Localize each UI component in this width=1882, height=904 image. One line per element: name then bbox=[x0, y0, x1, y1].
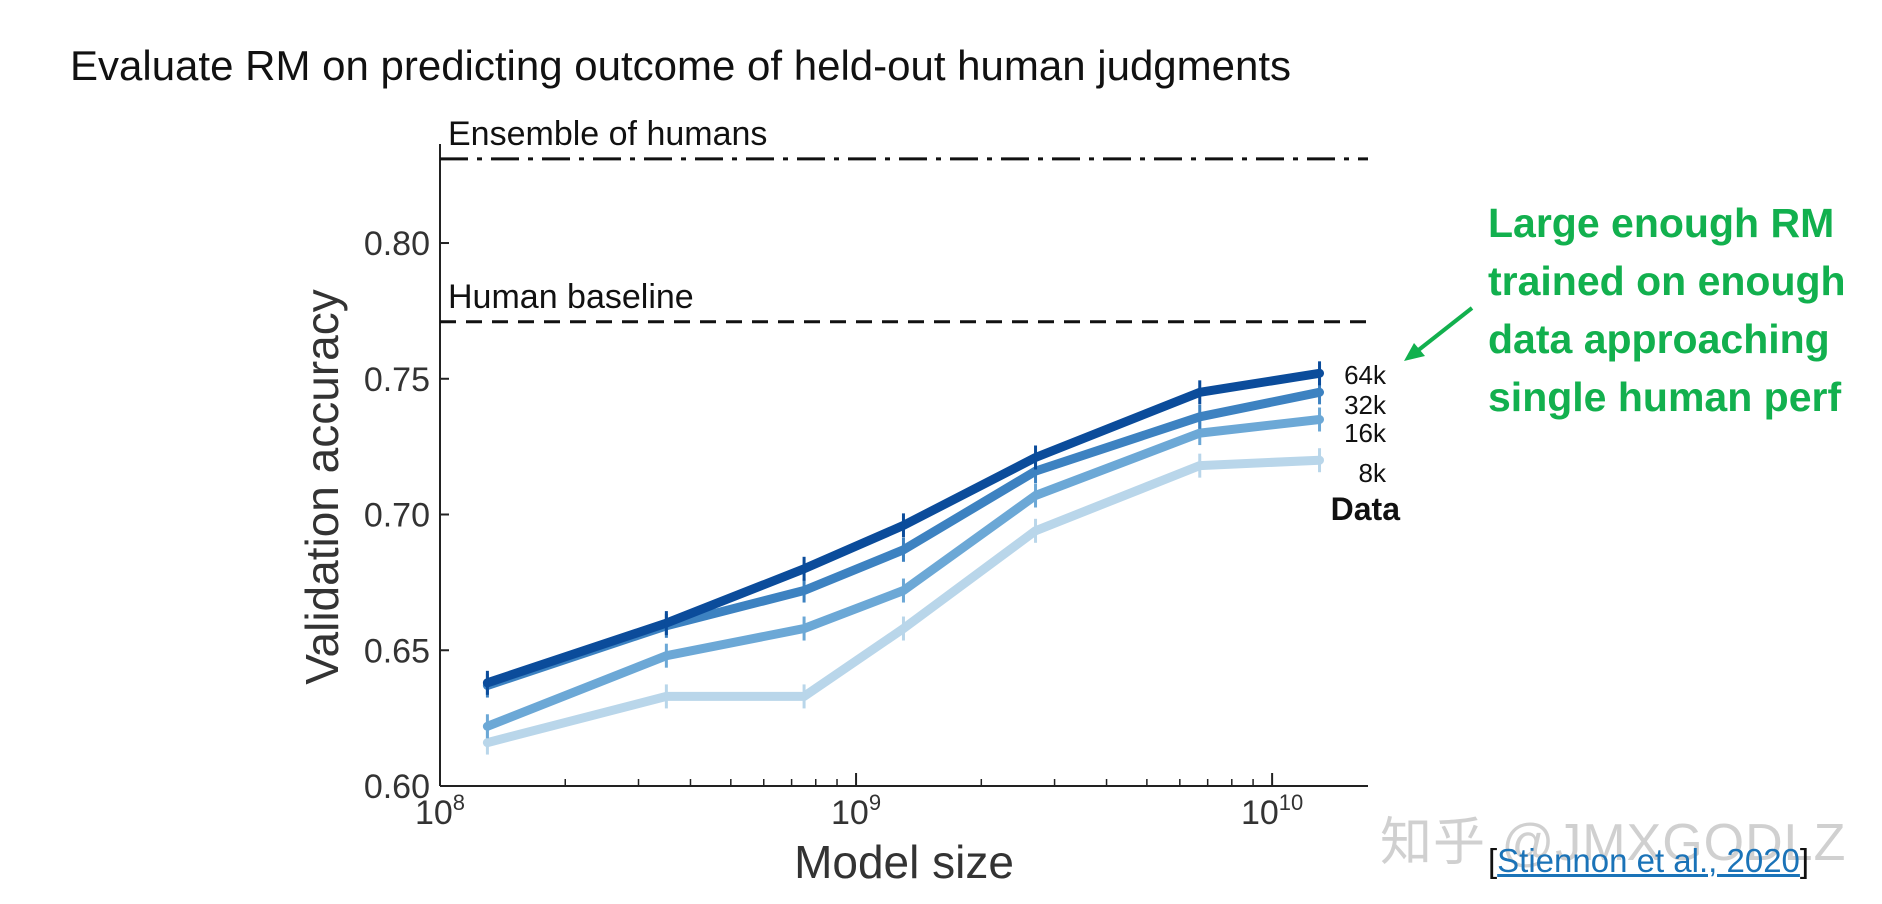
annotation-arrowhead bbox=[1404, 343, 1425, 361]
annotation-arrow bbox=[1414, 306, 1474, 354]
y-tick-label: 0.65 bbox=[364, 632, 430, 670]
note-line: trained on enough bbox=[1488, 258, 1846, 304]
y-tick-label: 0.60 bbox=[364, 768, 430, 806]
y-tick-label: 0.75 bbox=[364, 361, 430, 399]
y-tick-label: 0.80 bbox=[364, 225, 430, 263]
x-tick-label: 109 bbox=[831, 790, 881, 832]
note-line: data approaching bbox=[1488, 316, 1830, 362]
series-label: 8k bbox=[1359, 458, 1387, 488]
watermark: 知乎 @JMXGODLZ bbox=[1380, 814, 1847, 872]
reference-line-label: Ensemble of humans bbox=[448, 115, 767, 153]
x-tick-label: 1010 bbox=[1241, 790, 1303, 832]
note-line: Large enough RM bbox=[1488, 200, 1835, 246]
y-axis-label: Validation accuracy bbox=[296, 289, 348, 684]
annotation-note: Large enough RM trained on enough data a… bbox=[1488, 194, 1868, 426]
citation-link[interactable]: Stiennon et al., 2020 bbox=[1497, 842, 1800, 879]
x-tick-label: 108 bbox=[415, 790, 465, 832]
citation-bracket-close: ] bbox=[1799, 842, 1810, 879]
y-tick-label: 0.70 bbox=[364, 497, 430, 535]
slide-title: Evaluate RM on predicting outcome of hel… bbox=[70, 42, 1292, 89]
note-line: single human perf bbox=[1488, 374, 1842, 420]
reference-line-label: Human baseline bbox=[448, 278, 694, 316]
series-label: 64k bbox=[1344, 360, 1387, 390]
x-axis-label: Model size bbox=[794, 836, 1014, 888]
series-label: 32k bbox=[1344, 390, 1387, 420]
citation: [Stiennon et al., 2020] bbox=[1488, 842, 1809, 880]
citation-bracket-open: [ bbox=[1488, 842, 1498, 879]
legend-title: Data bbox=[1331, 491, 1401, 527]
series-label: 16k bbox=[1344, 418, 1387, 448]
